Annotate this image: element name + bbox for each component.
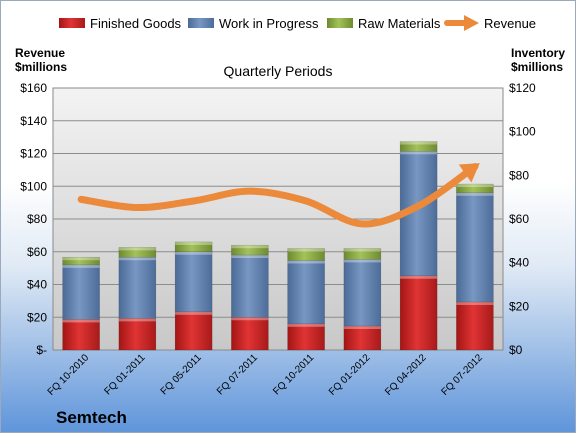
bar-finished-goods-highlight (400, 275, 438, 279)
bar-work-in-progress (62, 264, 100, 320)
left-tick-label: $120 (20, 147, 47, 161)
bar-raw-materials (174, 241, 213, 253)
bar-finished-goods (343, 325, 382, 351)
bars (62, 141, 494, 351)
revenue-line (77, 163, 479, 228)
legend-label-revenue: Revenue (484, 16, 536, 31)
right-tick-label: $20 (509, 299, 529, 313)
left-axis-title-line1: Revenue (15, 46, 65, 60)
bar-work-in-progress (287, 260, 325, 325)
left-tick-label: $80 (27, 212, 47, 226)
bar-finished-goods (231, 317, 269, 351)
bar-work-in-progress-highlight (118, 257, 156, 261)
bar-work-in-progress-highlight (400, 151, 438, 155)
legend-label-finished-goods: Finished Goods (90, 16, 182, 31)
bar-finished-goods (118, 318, 157, 351)
right-tick-label: $40 (509, 256, 529, 270)
bar-finished-goods-highlight (175, 311, 213, 315)
bar-work-in-progress (343, 259, 382, 327)
bar-work-in-progress (174, 251, 213, 313)
bar-finished-goods (62, 319, 100, 351)
bar-work-in-progress-highlight (343, 259, 381, 263)
x-tick-label: FQ 01-2011 (103, 352, 148, 397)
bar-finished-goods-highlight (231, 317, 269, 321)
left-tick-label: $140 (20, 114, 47, 128)
x-tick-label: FQ 05-2011 (159, 352, 204, 397)
bar-finished-goods (174, 311, 213, 351)
right-axis-title-line2: $millions (511, 60, 563, 74)
bar-raw-materials (62, 256, 100, 266)
right-tick-label: $0 (509, 343, 523, 357)
right-axis-title-line1: Inventory (511, 46, 565, 60)
bar-work-in-progress-highlight (62, 264, 100, 268)
left-tick-label: $- (36, 343, 47, 357)
revenue-arrowhead (458, 163, 480, 183)
legend-swatch-finished-goods (59, 18, 85, 28)
x-tick-label: FQ 10-2010 (46, 352, 92, 398)
bar-raw-materials-highlight (175, 241, 213, 245)
bar-raw-materials-highlight (287, 248, 325, 252)
bar-raw-materials-highlight (118, 247, 156, 251)
x-tick-label: FQ 07-2011 (215, 352, 260, 397)
bar-raw-materials-highlight (400, 141, 438, 145)
legend-label-raw-materials: Raw Materials (358, 16, 441, 31)
bar-work-in-progress (118, 256, 157, 319)
legend-swatch-revenue (444, 15, 479, 31)
bar-raw-materials (231, 244, 269, 256)
right-tick-label: $80 (509, 168, 529, 182)
x-tick-label: FQ 01-2012 (327, 352, 373, 398)
bar-raw-materials-highlight (456, 184, 494, 188)
bar-work-in-progress-highlight (231, 255, 269, 259)
left-tick-label: $20 (27, 310, 47, 324)
bar-raw-materials (118, 247, 157, 258)
x-tick-label: FQ 04-2012 (383, 352, 429, 398)
bar-work-in-progress (456, 192, 494, 303)
x-tick-label: FQ 10-2011 (271, 352, 316, 397)
bar-raw-materials-highlight (231, 245, 269, 249)
bar-finished-goods-highlight (118, 318, 156, 322)
bar-raw-materials (456, 183, 494, 194)
bar-raw-materials (343, 248, 382, 260)
bar-work-in-progress (231, 254, 269, 318)
legend: Finished Goods Work in Progress Raw Mate… (59, 15, 536, 31)
x-axis-ticks: FQ 10-2010 FQ 01-2011 FQ 05-2011 FQ 07-2011… (46, 352, 486, 398)
legend-swatch-work-in-progress (188, 18, 214, 28)
bar-finished-goods (287, 323, 325, 351)
bar-work-in-progress-highlight (287, 260, 325, 264)
bar-work-in-progress-highlight (175, 251, 213, 255)
x-tick-label: FQ 07-2012 (439, 352, 485, 398)
bar-raw-materials (399, 141, 438, 152)
left-tick-label: $40 (27, 278, 47, 292)
chart-title: Quarterly Periods (224, 63, 333, 79)
legend-label-work-in-progress: Work in Progress (219, 16, 319, 31)
bar-raw-materials (287, 248, 325, 261)
bar-work-in-progress-highlight (456, 192, 494, 196)
revenue-line-layer (77, 163, 480, 228)
left-axis-ticks: $- $20 $40 $60 $80 $100 $120 $140 $160 (20, 81, 47, 357)
right-tick-label: $120 (509, 81, 536, 95)
left-axis-title-line2: $millions (15, 60, 67, 74)
bar-finished-goods-highlight (343, 325, 381, 329)
bar-finished-goods-highlight (62, 319, 100, 323)
right-axis-ticks: $0 $20 $40 $60 $80 $100 $120 (509, 81, 536, 357)
bar-finished-goods-highlight (456, 301, 494, 305)
left-tick-label: $60 (27, 245, 47, 259)
left-tick-label: $100 (20, 179, 47, 193)
bar-finished-goods (399, 275, 438, 351)
bar-raw-materials-highlight (62, 257, 100, 261)
right-tick-label: $100 (509, 125, 536, 139)
legend-swatch-raw-materials (327, 18, 353, 28)
bar-finished-goods (456, 301, 494, 351)
bar-raw-materials-highlight (343, 248, 381, 252)
company-name: Semtech (56, 408, 127, 427)
right-tick-label: $60 (509, 212, 529, 226)
left-tick-label: $160 (20, 81, 47, 95)
bar-finished-goods-highlight (287, 323, 325, 327)
